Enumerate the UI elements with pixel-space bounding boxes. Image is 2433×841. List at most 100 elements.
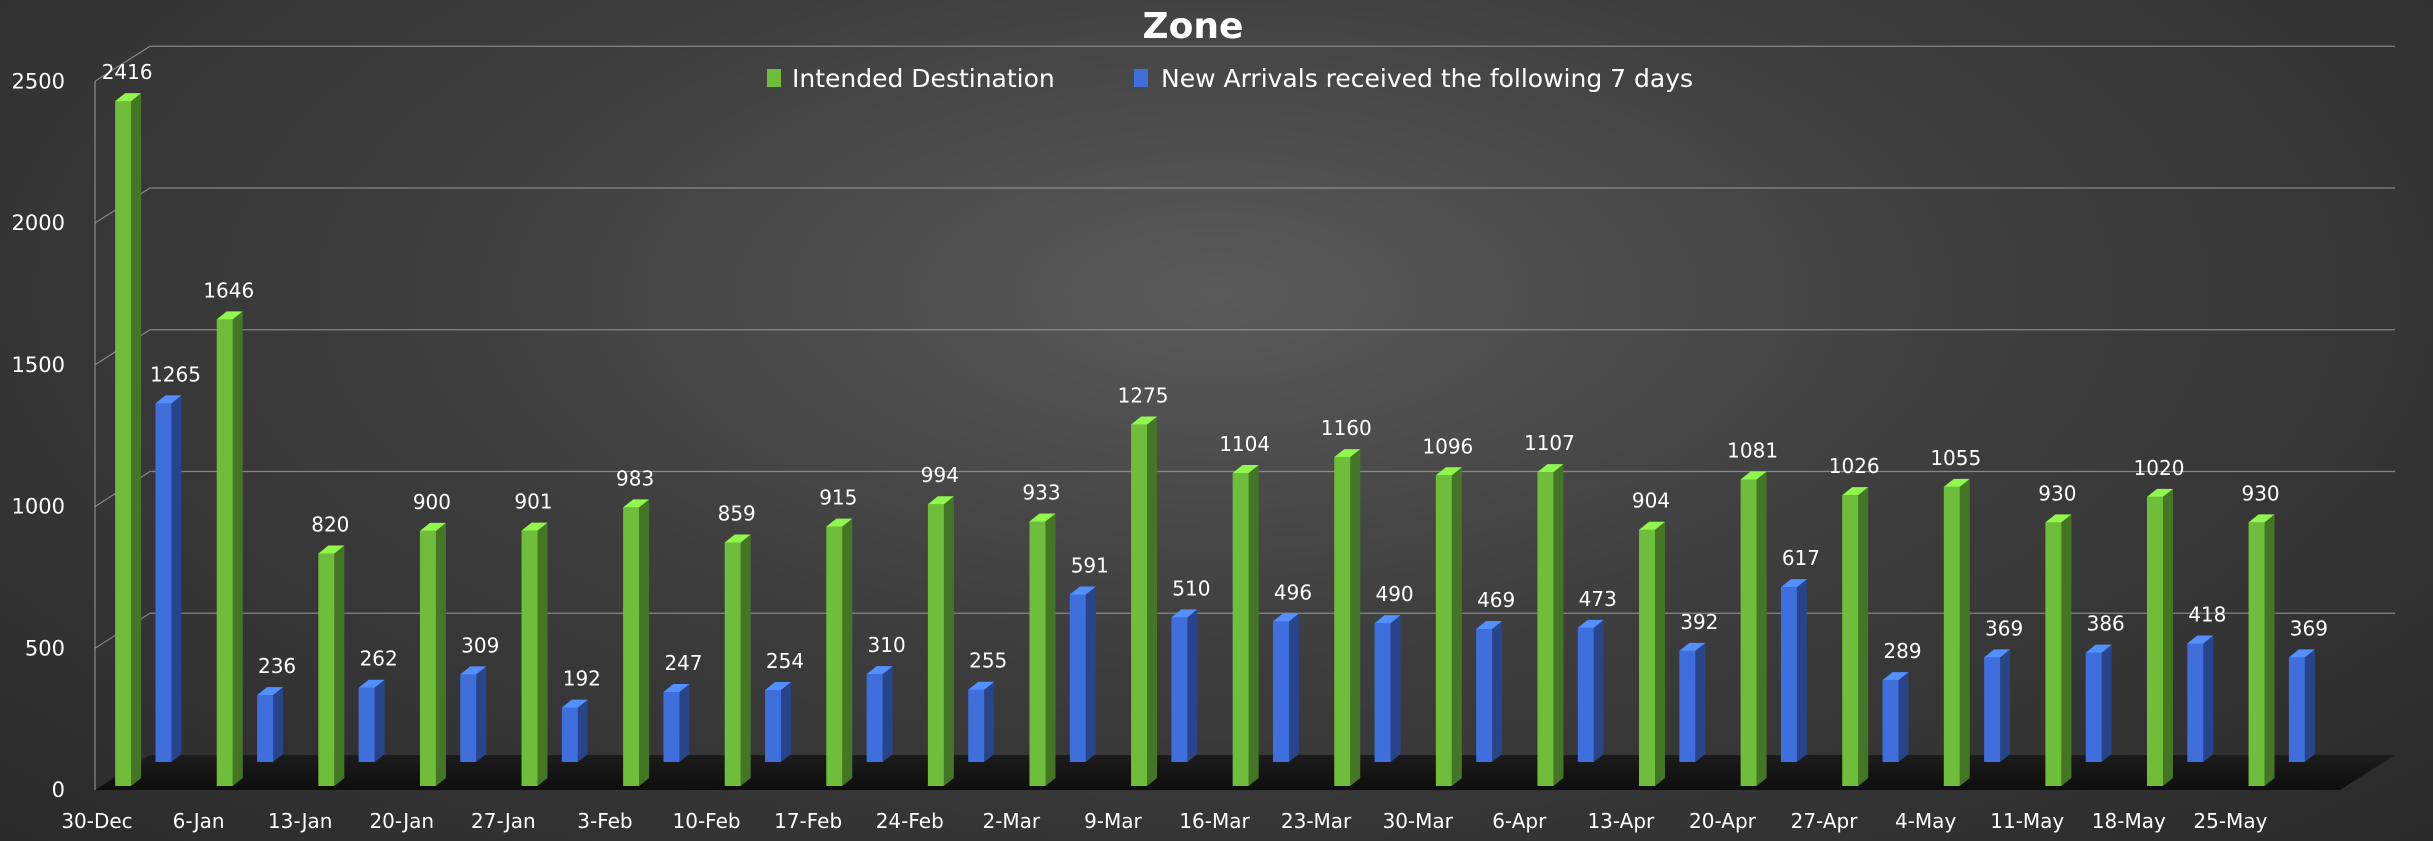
y-tick-label: 500	[25, 636, 65, 660]
bar-front	[1679, 651, 1695, 762]
bar-arrivals-25-May: 369	[2289, 616, 2328, 762]
bar-arrivals-11-May: 386	[2086, 612, 2125, 762]
bar-side	[842, 519, 852, 786]
x-tick-label: 30-Dec	[61, 809, 132, 833]
bar-arrivals-9-Mar: 510	[1171, 576, 1210, 762]
bar-front	[1842, 495, 1858, 786]
bar-front	[826, 527, 842, 786]
data-label: 933	[1022, 480, 1060, 504]
legend-swatch-intended	[767, 69, 781, 87]
data-label: 490	[1375, 582, 1413, 606]
bar-front	[1334, 457, 1350, 786]
x-tick-label: 17-Feb	[774, 809, 842, 833]
bar-intended-6-Apr: 1107	[1524, 431, 1575, 786]
bar-front	[1273, 621, 1289, 762]
data-label: 473	[1579, 587, 1617, 611]
data-label: 418	[2188, 602, 2226, 626]
bar-side	[2203, 635, 2213, 762]
bar-intended-24-Feb: 994	[921, 463, 959, 786]
bar-side	[273, 687, 283, 762]
bar-intended-2-Mar: 933	[1022, 480, 1060, 786]
x-tick-label: 6-Apr	[1492, 809, 1547, 833]
data-label: 617	[1782, 546, 1820, 570]
data-label: 900	[413, 490, 451, 514]
x-tick-label: 10-Feb	[673, 809, 741, 833]
bar-side	[679, 684, 689, 762]
bar-front	[1639, 530, 1655, 786]
data-label: 930	[2038, 481, 2076, 505]
bar-front	[318, 554, 334, 786]
data-label: 1265	[150, 362, 201, 386]
bar-front	[1029, 521, 1045, 786]
x-tick-label: 27-Apr	[1791, 809, 1859, 833]
x-tick-label: 20-Jan	[369, 809, 434, 833]
data-label: 510	[1172, 576, 1210, 600]
bar-intended-17-Feb: 915	[819, 486, 857, 786]
bar-side	[1553, 464, 1563, 786]
bar-front	[928, 504, 944, 786]
data-label: 309	[461, 633, 499, 657]
bar-intended-18-May: 1020	[2134, 456, 2185, 786]
bar-front	[522, 531, 538, 786]
bar-arrivals-17-Feb: 310	[867, 633, 906, 762]
y-tick-label: 2500	[12, 69, 65, 93]
data-label: 369	[1985, 616, 2023, 640]
y-tick-label: 1000	[12, 495, 65, 519]
bar-front	[420, 531, 436, 786]
bar-side	[1594, 620, 1604, 762]
x-tick-label: 4-May	[1895, 809, 1956, 833]
bar-side	[1249, 465, 1259, 786]
bar-arrivals-20-Apr: 617	[1781, 546, 1820, 762]
bar-front	[1537, 472, 1553, 786]
data-label: 255	[969, 649, 1007, 673]
data-label: 1104	[1219, 432, 1270, 456]
data-label: 236	[258, 654, 296, 678]
y-tick-label: 2000	[12, 211, 65, 235]
x-tick-label: 16-Mar	[1179, 809, 1250, 833]
bar-side	[2102, 645, 2112, 762]
y-tick-label: 1500	[12, 353, 65, 377]
bar-intended-6-Jan: 1646	[203, 278, 254, 786]
data-label: 983	[616, 466, 654, 490]
bar-side	[2265, 514, 2275, 786]
x-tick-label: 11-May	[1990, 809, 2064, 833]
y-axis: 0 500 1000 1500 2000 2500	[12, 69, 65, 802]
bar-intended-27-Jan: 901	[514, 490, 552, 786]
bar-arrivals-2-Mar: 591	[1070, 553, 1109, 762]
bar-side	[476, 666, 486, 762]
data-label: 1275	[1118, 384, 1169, 408]
bar-side	[1086, 586, 1096, 762]
bar-front	[1070, 594, 1086, 762]
data-label: 1107	[1524, 431, 1575, 455]
bar-front	[725, 542, 741, 786]
bar-side	[2000, 649, 2010, 762]
bar-side	[1899, 672, 1909, 762]
bar-side	[1797, 579, 1807, 762]
bar-side	[741, 534, 751, 786]
bar-front	[2086, 653, 2102, 762]
bar-side	[171, 395, 181, 762]
bar-arrivals-24-Feb: 255	[968, 649, 1007, 762]
data-label: 1081	[1727, 439, 1778, 463]
x-tick-label: 13-Jan	[268, 809, 333, 833]
bar-intended-13-Jan: 820	[311, 513, 349, 786]
bar-intended-11-May: 930	[2038, 481, 2076, 786]
bar-intended-30-Mar: 1096	[1422, 434, 1473, 786]
x-tick-label: 23-Mar	[1281, 809, 1352, 833]
bar-front	[1375, 623, 1391, 762]
bar-front	[1984, 657, 2000, 762]
bar-side	[781, 682, 791, 762]
bar-side	[984, 682, 994, 762]
bar-arrivals-30-Mar: 469	[1476, 588, 1515, 762]
bar-front	[1476, 629, 1492, 762]
data-label: 392	[1680, 610, 1718, 634]
data-label: 591	[1071, 553, 1109, 577]
bar-side	[131, 93, 141, 786]
bar-intended-3-Feb: 983	[616, 466, 654, 786]
bar-side	[883, 666, 893, 762]
x-tick-label: 25-May	[2193, 809, 2267, 833]
bar-side	[639, 499, 649, 786]
bar-front	[2249, 522, 2265, 786]
bar-side	[1960, 479, 1970, 786]
